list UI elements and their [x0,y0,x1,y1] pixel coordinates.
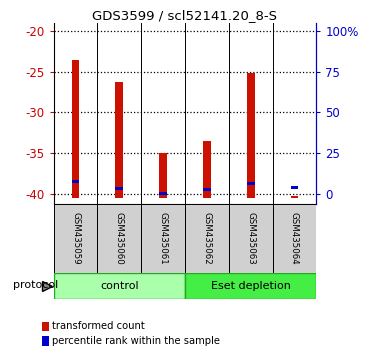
Bar [54,273,185,299]
Bar [290,196,298,198]
Text: transformed count: transformed count [52,321,145,331]
Bar [290,186,298,189]
Bar [185,273,316,299]
Text: GSM435061: GSM435061 [159,212,168,264]
Text: protocol: protocol [13,280,59,290]
Bar [141,204,185,273]
Bar [203,188,211,191]
Bar [159,153,167,198]
Bar [54,204,97,273]
Bar [115,81,123,198]
Text: GSM435063: GSM435063 [246,212,255,264]
Bar [247,73,255,198]
Text: percentile rank within the sample: percentile rank within the sample [52,336,220,346]
Text: GSM435059: GSM435059 [71,212,80,264]
Bar [203,141,211,198]
Bar [185,204,229,273]
Bar [273,204,316,273]
Text: control: control [100,281,139,291]
Text: GSM435062: GSM435062 [202,212,211,264]
Bar [72,180,80,183]
Bar [229,204,273,273]
Bar [115,188,123,190]
Bar [41,336,48,346]
Bar [72,59,80,198]
Title: GDS3599 / scl52141.20_8-S: GDS3599 / scl52141.20_8-S [92,9,278,22]
Bar [41,321,48,331]
Text: GSM435064: GSM435064 [290,212,299,264]
Bar [159,192,167,195]
Text: GSM435060: GSM435060 [115,212,124,264]
Text: Eset depletion: Eset depletion [211,281,290,291]
Bar [97,204,141,273]
Bar [247,182,255,185]
